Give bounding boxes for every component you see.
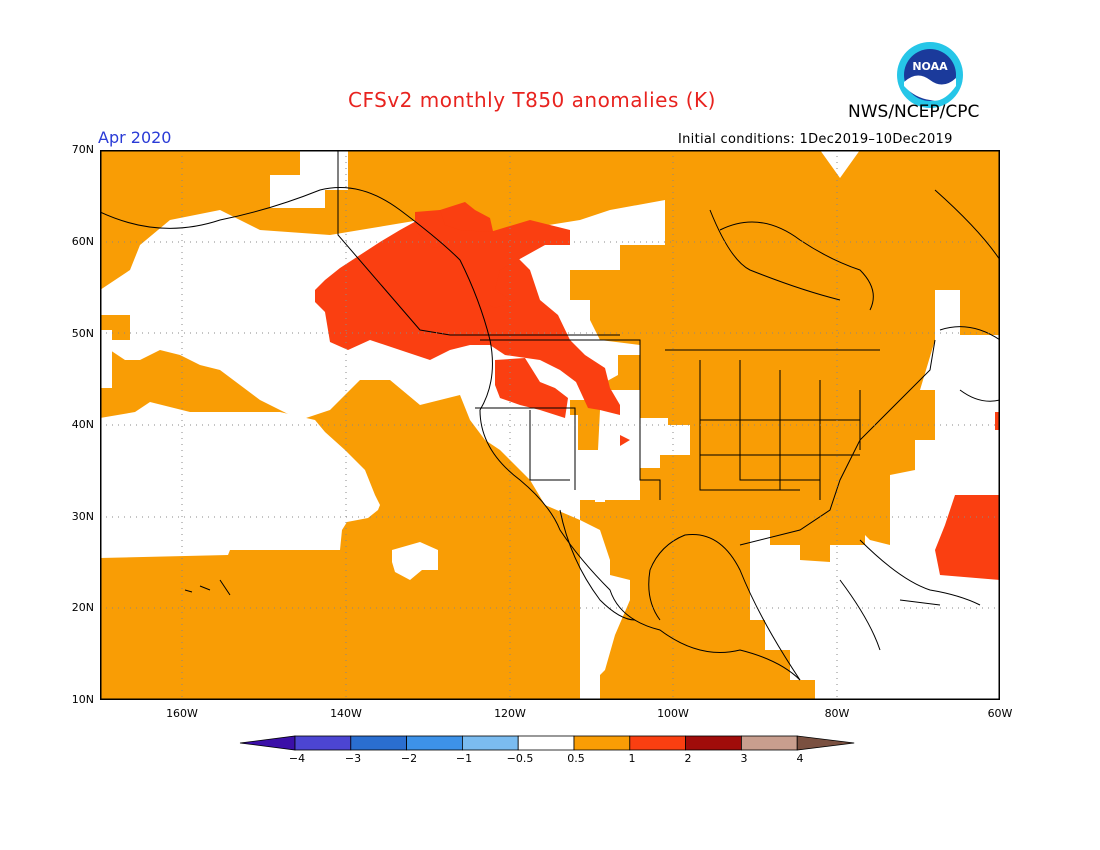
colorbar-segment: [461, 735, 519, 751]
lat-label: 40N: [71, 418, 94, 431]
anomaly-map: [100, 150, 1000, 700]
colorbar-label: 0.5: [567, 752, 585, 765]
lon-label: 100W: [657, 707, 689, 720]
noaa-logo: NOAA: [897, 42, 963, 108]
anomaly-region-strong: [315, 202, 1000, 580]
lat-label: 20N: [71, 601, 94, 614]
lat-label: 60N: [71, 235, 94, 248]
colorbar-label: −3: [344, 752, 362, 765]
noaa-logo-text: NOAA: [912, 60, 948, 73]
coastlines: [100, 150, 1000, 681]
colorbar-segment: [517, 735, 575, 751]
colorbar-segment: [740, 735, 798, 751]
neutral-region: [100, 330, 1000, 700]
lat-label: 10N: [71, 693, 94, 706]
colorbar-label: −0.5: [506, 752, 534, 765]
colorbar-label: 4: [796, 752, 804, 765]
lon-label: 80W: [824, 707, 850, 720]
lat-label: 50N: [71, 327, 94, 340]
colorbar-label: 3: [740, 752, 748, 765]
colorbar-segment: [573, 735, 631, 751]
colorbar-label: 1: [628, 752, 636, 765]
colorbar-segment: [629, 735, 686, 751]
colorbar-segment: [406, 735, 463, 751]
colorbar-label: −4: [288, 752, 306, 765]
initial-conditions: Initial conditions: 1Dec2019–10Dec2019: [678, 132, 953, 147]
lon-label: 140W: [330, 707, 362, 720]
chart-title: CFSv2 monthly T850 anomalies (K): [348, 88, 716, 112]
colorbar-arrow-low: [239, 735, 296, 751]
colorbar-arrow-high: [796, 735, 855, 751]
agency-label: NWS/NCEP/CPC: [848, 102, 980, 122]
lon-label: 160W: [166, 707, 198, 720]
colorbar-segment: [350, 735, 408, 751]
colorbar-label: 2: [684, 752, 692, 765]
lat-label: 30N: [71, 510, 94, 523]
lon-label: 120W: [494, 707, 526, 720]
colorbar: [239, 735, 855, 751]
colorbar-label: −2: [400, 752, 418, 765]
colorbar-label: −1: [455, 752, 473, 765]
forecast-month: Apr 2020: [98, 128, 172, 147]
colorbar-segment: [294, 735, 352, 751]
lat-label: 70N: [71, 143, 94, 156]
colorbar-segment: [685, 735, 742, 751]
grid: [100, 150, 1000, 700]
lon-label: 60W: [987, 707, 1013, 720]
